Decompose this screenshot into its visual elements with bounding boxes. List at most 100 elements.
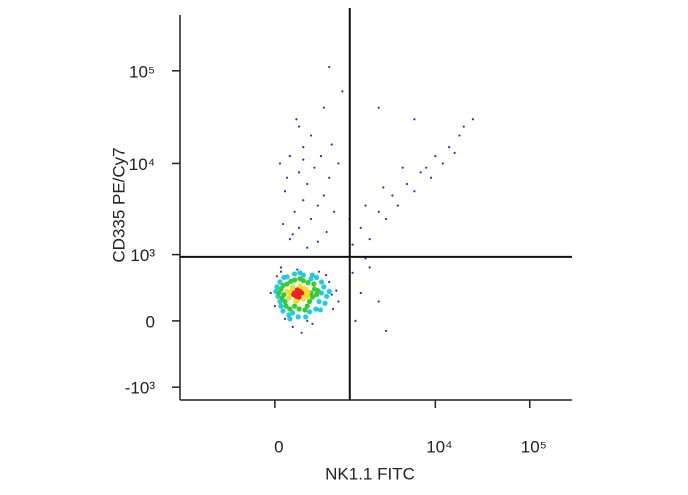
event-dot: [337, 300, 340, 303]
event-dot: [297, 276, 303, 282]
event-dot: [275, 275, 279, 278]
event-dot: [318, 279, 325, 285]
event-dot: [284, 288, 290, 295]
event-dot: [316, 240, 319, 243]
event-dot: [316, 204, 319, 207]
event-dot: [377, 106, 380, 109]
event-dot: [299, 290, 305, 296]
event-dot: [313, 306, 319, 312]
event-dot: [282, 298, 288, 305]
event-dot: [305, 289, 311, 295]
event-dot: [316, 298, 322, 305]
event-dot: [354, 319, 357, 322]
event-dot: [304, 303, 310, 309]
event-dot: [441, 162, 444, 165]
event-dot: [297, 270, 303, 276]
y-tick-label: 0: [146, 312, 155, 331]
event-dot: [341, 90, 344, 93]
event-dot: [293, 210, 296, 213]
event-dot: [351, 243, 354, 246]
event-dot: [276, 290, 282, 296]
event-dot: [382, 186, 385, 189]
event-dot: [328, 280, 331, 284]
event-dot: [332, 210, 336, 213]
event-dot: [306, 182, 309, 186]
event-dot: [283, 317, 287, 320]
event-dot: [306, 298, 313, 305]
y-tick-label: 10³: [130, 246, 155, 265]
event-dot: [396, 204, 399, 207]
event-dot: [286, 312, 292, 318]
event-dot: [288, 238, 291, 241]
event-dot: [462, 125, 465, 128]
event-dot: [278, 162, 282, 165]
event-dot: [471, 118, 475, 121]
event-dot: [302, 146, 305, 149]
event-dot: [351, 271, 354, 274]
event-dot: [319, 155, 323, 158]
event-dot: [300, 331, 303, 334]
event-dot: [419, 171, 422, 174]
event-dot: [322, 300, 328, 306]
y-tick-label: -10³: [125, 379, 156, 398]
event-dot: [297, 171, 301, 174]
event-dot: [324, 273, 328, 277]
event-dot: [287, 306, 293, 312]
event-dot: [303, 314, 309, 320]
event-dot: [328, 176, 331, 179]
event-dot: [297, 125, 301, 128]
event-dot: [302, 307, 308, 313]
event-dot: [364, 204, 367, 207]
event-dot: [297, 226, 301, 229]
event-dot: [277, 279, 283, 285]
event-dot: [317, 307, 323, 313]
x-tick-label: 0: [274, 437, 283, 456]
event-dot: [291, 325, 294, 329]
event-dot: [335, 289, 338, 292]
event-dot: [377, 300, 380, 303]
event-dot: [279, 266, 283, 269]
event-dot: [368, 266, 371, 269]
event-dot: [304, 293, 310, 299]
event-dot: [306, 309, 313, 315]
event-dot: [306, 246, 309, 249]
event-dot: [300, 296, 306, 302]
event-dot: [425, 166, 428, 169]
event-dot: [332, 307, 335, 311]
event-dot: [448, 146, 451, 149]
event-dot: [322, 194, 325, 197]
event-dot: [324, 293, 330, 299]
y-tick-label: 10⁵: [129, 62, 155, 81]
event-dot: [434, 155, 437, 158]
event-dot: [385, 329, 388, 332]
event-dot: [280, 308, 286, 314]
event-dot: [326, 288, 332, 295]
event-dot: [377, 210, 380, 213]
event-dot: [313, 292, 320, 298]
event-dot: [291, 277, 298, 283]
event-dot: [294, 287, 300, 293]
event-dot: [291, 303, 298, 309]
event-dot: [281, 222, 285, 226]
event-dot: [364, 257, 367, 260]
event-dot: [328, 65, 331, 69]
event-dot: [453, 151, 456, 154]
event-dot: [311, 322, 314, 326]
event-dot: [309, 272, 316, 278]
event-dot: [280, 282, 286, 289]
event-dot: [295, 118, 298, 121]
event-dot: [315, 288, 321, 294]
event-dot: [306, 319, 309, 322]
y-axis-title: CD335 PE/Cy7: [109, 147, 128, 262]
event-dot: [368, 238, 371, 241]
event-dot: [285, 176, 289, 179]
event-dot: [278, 303, 284, 309]
event-dot: [401, 166, 404, 169]
event-dot: [302, 199, 305, 202]
event-dot: [302, 158, 305, 161]
event-dot: [279, 270, 283, 273]
event-dot: [296, 268, 299, 271]
event-dot: [273, 305, 276, 308]
event-dot: [291, 271, 298, 277]
